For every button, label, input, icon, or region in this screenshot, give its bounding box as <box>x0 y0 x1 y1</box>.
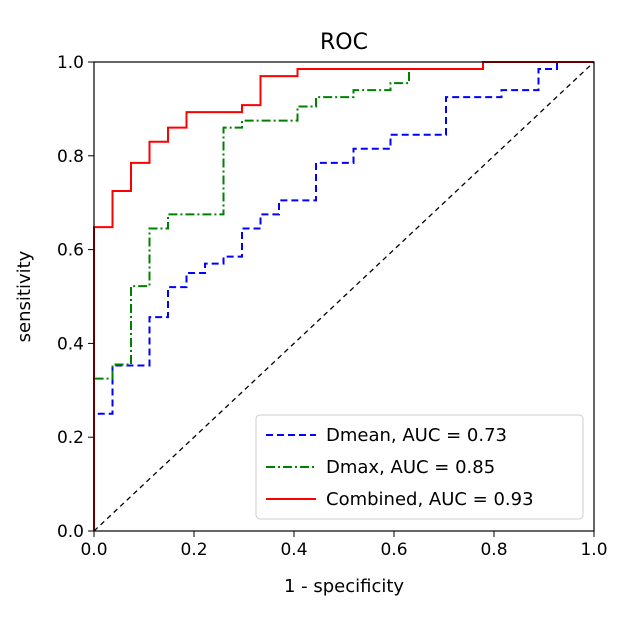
x-axis: 0.0 0.2 0.4 0.6 0.8 1.0 <box>80 531 608 560</box>
plot-frame <box>93 61 595 532</box>
combined-roc-line <box>93 61 594 531</box>
y-tick-label: 0.4 <box>57 334 84 354</box>
y-tick-label: 0.6 <box>57 241 84 261</box>
series-layer <box>93 61 595 532</box>
y-axis-label: sensitivity <box>14 250 35 342</box>
chart-title: ROC <box>320 30 368 55</box>
x-axis-label: 1 - specificity <box>284 576 404 597</box>
x-tick-label: 0.4 <box>280 540 307 560</box>
x-tick-label: 0.8 <box>480 540 507 560</box>
x-tick-label: 0.0 <box>80 540 107 560</box>
chance-diagonal-line <box>93 61 595 532</box>
legend-box <box>255 414 584 520</box>
dmax-roc-line <box>93 61 594 531</box>
legend-entry-dmean-label: Dmean, AUC = 0.73 <box>326 425 507 446</box>
x-tick-label: 0.2 <box>180 540 207 560</box>
y-tick-label: 0.0 <box>57 522 84 542</box>
y-axis: 0.0 0.2 0.4 0.6 0.8 1.0 <box>57 53 94 542</box>
x-tick-label: 0.6 <box>380 540 407 560</box>
legend-entry-combined-label: Combined, AUC = 0.93 <box>326 489 534 510</box>
legend: Dmean, AUC = 0.73 Dmax, AUC = 0.85 Combine… <box>255 414 584 520</box>
x-tick-label: 1.0 <box>580 540 607 560</box>
y-tick-label: 0.8 <box>57 147 84 167</box>
dmean-roc-line <box>93 61 594 531</box>
y-tick-label: 1.0 <box>57 53 84 73</box>
y-tick-label: 0.2 <box>57 428 84 448</box>
legend-entry-dmax-label: Dmax, AUC = 0.85 <box>326 457 495 478</box>
